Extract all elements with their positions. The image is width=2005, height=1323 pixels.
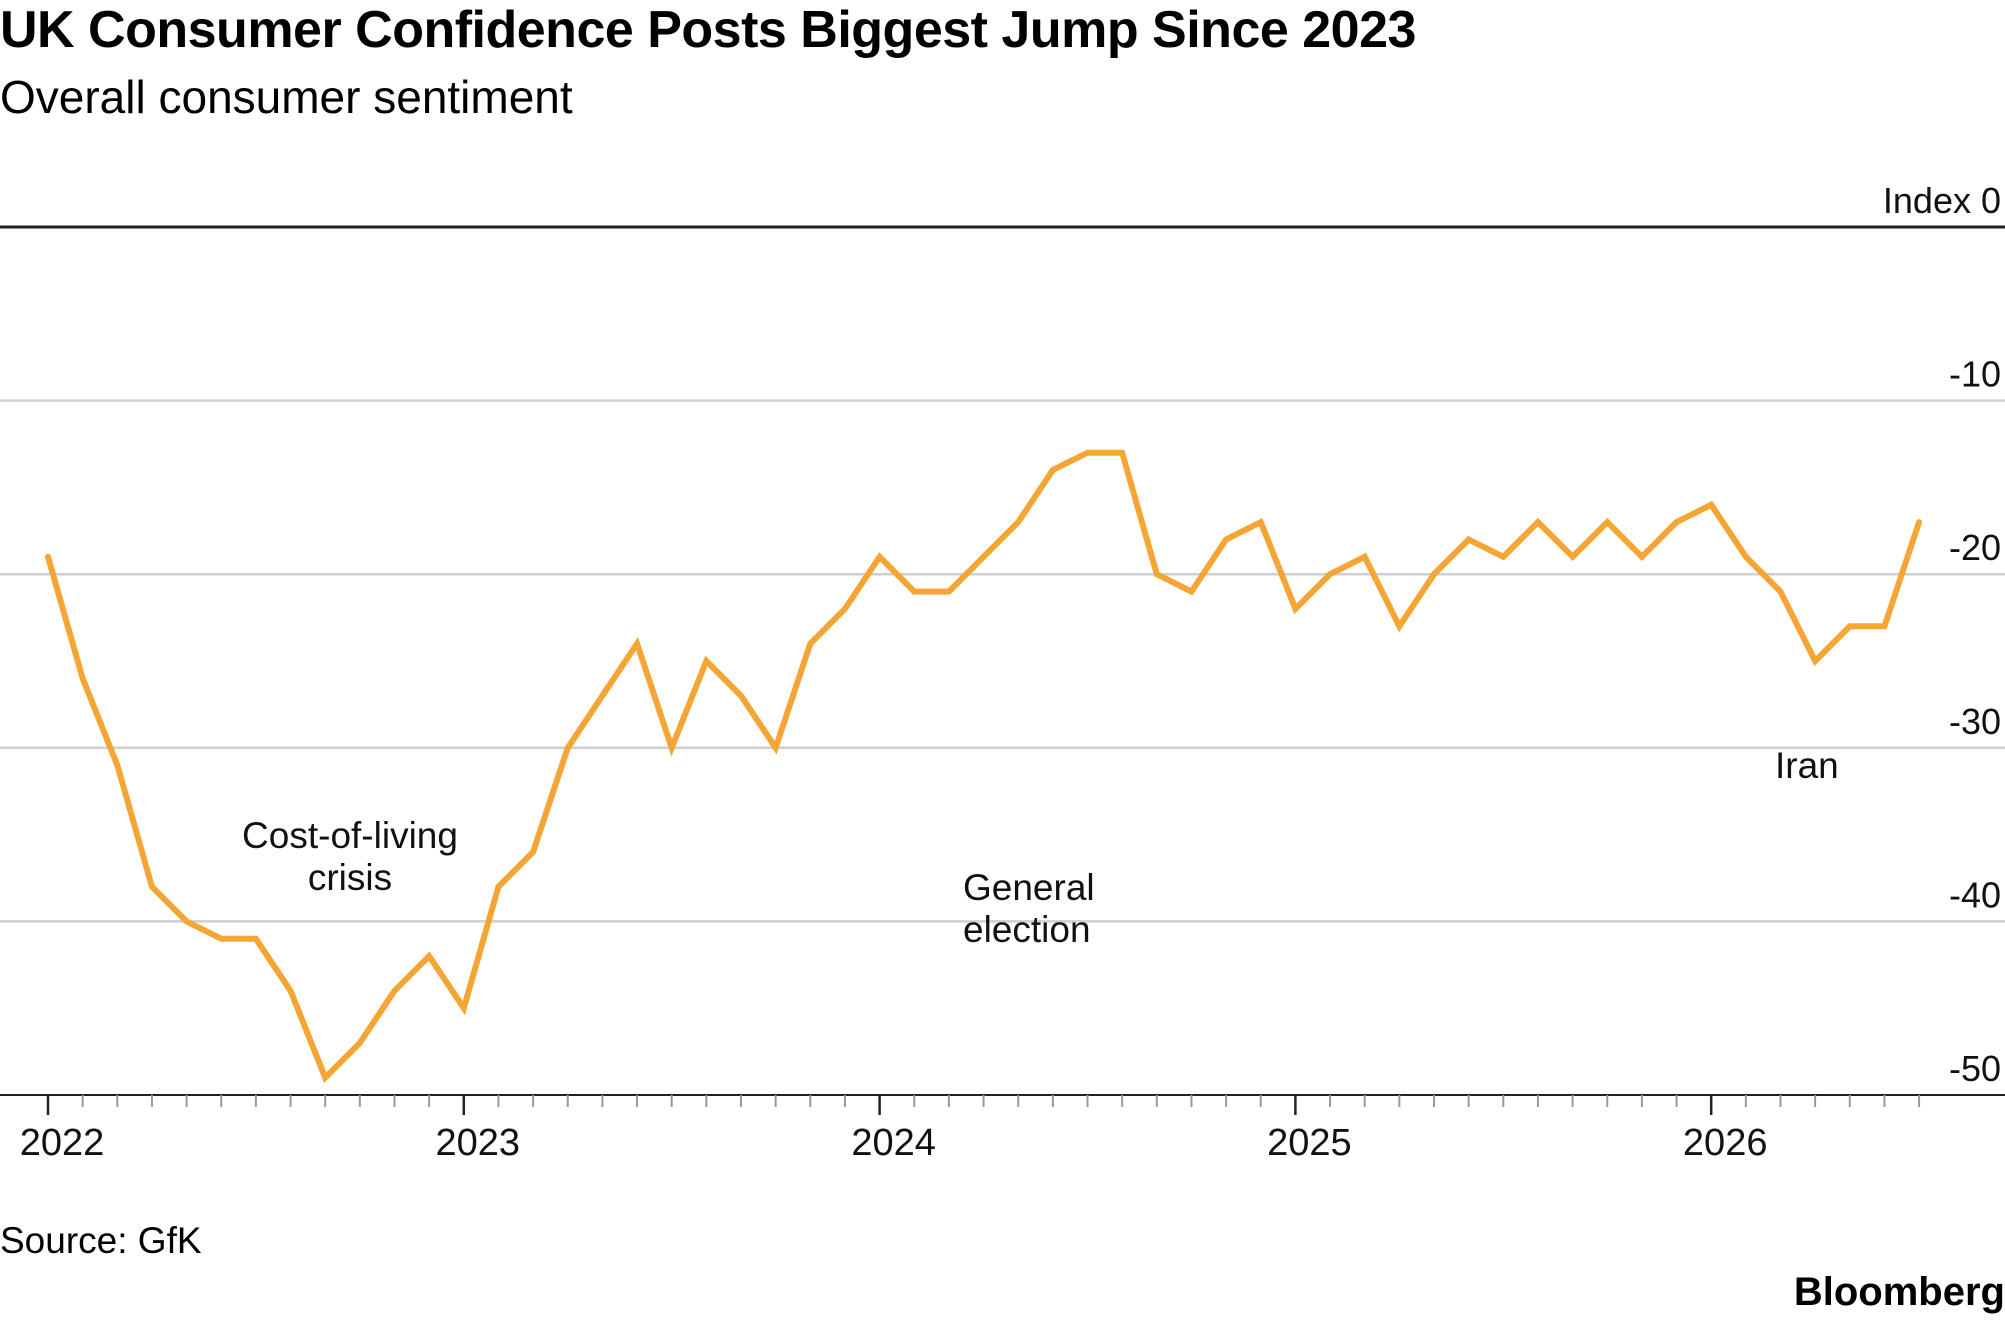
y-tick-label: -40 — [1949, 874, 2001, 915]
series-line-consumer-sentiment — [45, 449, 1923, 1083]
annotation-line: General — [963, 867, 1095, 908]
annotation-line: Iran — [1775, 745, 1839, 786]
x-tick-label: 2022 — [20, 1122, 105, 1164]
x-tick-label: 2026 — [1683, 1122, 1768, 1164]
annotation-cost-of-living-crisis: Cost-of-living crisis — [242, 815, 458, 898]
y-tick-label: -30 — [1949, 701, 2001, 742]
x-tick-label: 2025 — [1267, 1122, 1352, 1164]
annotation-line: Cost-of-living — [242, 815, 458, 856]
y-tick-label: -50 — [1949, 1048, 2001, 1089]
x-tick-label: 2023 — [436, 1122, 521, 1164]
annotation-line: crisis — [308, 857, 392, 898]
y-tick-label: Index 0 — [1883, 180, 2001, 221]
x-tick-label: 2024 — [851, 1122, 936, 1164]
annotation-general-election: General election — [963, 867, 1095, 950]
y-tick-label: -10 — [1949, 354, 2001, 395]
brand-logo: Bloomberg — [1793, 1270, 2005, 1314]
chart-subtitle: Overall consumer sentiment — [0, 71, 573, 123]
chart-title: UK Consumer Confidence Posts Biggest Jum… — [0, 1, 1416, 59]
annotation-iran: Iran — [1775, 745, 1839, 786]
line-chart: Index 0 -10 -20 -30 -40 -50 2022 2023 2024 2025 20… — [0, 180, 2005, 1164]
y-tick-label: -20 — [1949, 527, 2001, 568]
source-note: Source: GfK — [0, 1220, 202, 1261]
annotation-line: election — [963, 909, 1091, 950]
